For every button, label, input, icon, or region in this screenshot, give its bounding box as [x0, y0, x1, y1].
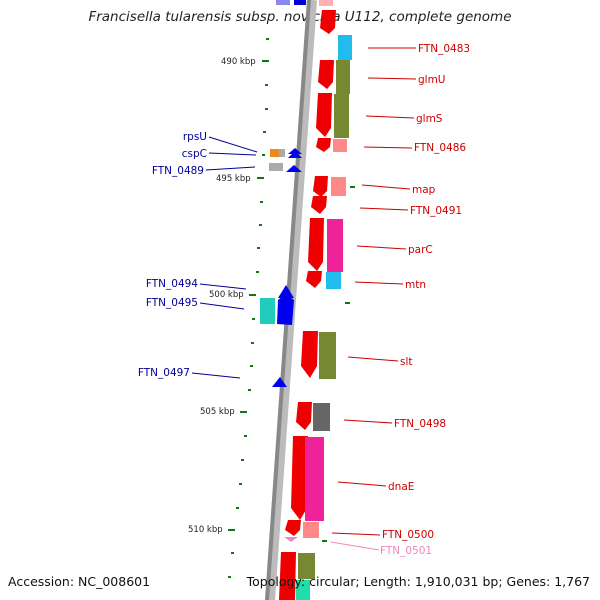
- gene-label-FTN_0486: FTN_0486: [414, 142, 466, 154]
- gene-label-FTN_0494: FTN_0494: [146, 278, 198, 290]
- gene-box-bottom-1: [298, 553, 315, 579]
- gene-box-FTN_0500: [303, 522, 319, 538]
- gene-arrow-FTN_0494: [278, 285, 294, 298]
- left-label-lines: [191, 136, 258, 379]
- gene-arrow-slt: [301, 331, 318, 378]
- gene-label-dnaE: dnaE: [388, 481, 414, 493]
- gene-label-FTN_0500: FTN_0500: [382, 529, 434, 541]
- forward-genes[interactable]: [279, 10, 352, 600]
- gene-box-bottom-2: [296, 580, 310, 600]
- gene-box-glmU: [336, 60, 350, 94]
- gene-arrow-cspC: [288, 151, 302, 158]
- gene-box-FTN_0483: [338, 35, 352, 60]
- gene-arrow-mtn: [306, 271, 322, 288]
- scale-label-500: 500 kbp: [209, 290, 244, 300]
- gene-arrow-map: [313, 176, 328, 197]
- gene-box-rpsU: [270, 149, 279, 157]
- gene-box-FTN_0495: [260, 298, 275, 324]
- gene-box-slt: [319, 332, 336, 379]
- scale-label-505: 505 kbp: [200, 407, 235, 417]
- gene-label-FTN_0495: FTN_0495: [146, 297, 198, 309]
- gene-arrow-bottom-1: [279, 552, 296, 600]
- gene-label-cspC: cspC: [182, 148, 207, 160]
- gene-box-glmS: [334, 94, 349, 138]
- gene-label-FTN_0497: FTN_0497: [138, 367, 190, 379]
- gene-label-FTN_0501: FTN_0501: [380, 545, 432, 557]
- gene-arrow-FTN_0501: [284, 537, 298, 542]
- gene-label-parC: parC: [408, 244, 433, 256]
- gene-box-parC: [327, 219, 343, 272]
- gene-arrow-FTN_0491: [311, 196, 327, 214]
- gene-arrow-FTN_0500: [285, 520, 301, 536]
- gene-arrow-FTN_0483: [320, 10, 336, 34]
- right-label-lines: [330, 47, 417, 551]
- gene-arrow-FTN_0497: [272, 377, 287, 387]
- gene-label-FTN_0483: FTN_0483: [418, 43, 470, 55]
- gene-label-rpsU: rpsU: [183, 131, 207, 143]
- gene-arrow-dnaE: [291, 436, 308, 520]
- gene-arrow-FTN_0498: [296, 402, 312, 430]
- gene-box-FTN_0498: [313, 403, 330, 431]
- gene-box-FTN_0486: [333, 139, 347, 152]
- scale-labels: 490 kbp 495 kbp 500 kbp 505 kbp 510 kbp: [188, 57, 256, 535]
- right-gene-labels[interactable]: FTN_0483 glmU glmS FTN_0486 map FTN_0491…: [380, 43, 470, 557]
- genome-summary-text: Topology: circular; Length: 1,910,031 bp…: [246, 574, 590, 589]
- scale-label-490: 490 kbp: [221, 57, 256, 67]
- gene-label-FTN_0489: FTN_0489: [152, 165, 204, 177]
- gene-arrow-glmU: [318, 60, 334, 89]
- gene-arrow-glmS: [316, 93, 332, 137]
- gene-box-dnaE: [305, 437, 324, 521]
- gene-label-slt: slt: [400, 356, 413, 368]
- reverse-genes[interactable]: [260, 148, 302, 387]
- gene-label-map: map: [412, 184, 436, 196]
- gene-box-mtn: [326, 272, 341, 289]
- genome-title: Francisella tularensis subsp. novicida U…: [88, 9, 512, 25]
- gene-box-FTN_0489: [269, 163, 283, 171]
- top-partial-genes[interactable]: [276, 0, 333, 6]
- left-gene-labels[interactable]: rpsU cspC FTN_0489 FTN_0494 FTN_0495 FTN…: [138, 131, 207, 379]
- scale-label-510: 510 kbp: [188, 525, 223, 535]
- gene-label-FTN_0491: FTN_0491: [410, 205, 462, 217]
- gene-box-map: [331, 177, 346, 196]
- gene-arrow-rpsU: [288, 148, 302, 154]
- gene-arrow-FTN_0486: [316, 138, 331, 152]
- gene-arrow-FTN_0489: [286, 165, 302, 172]
- gene-label-mtn: mtn: [405, 279, 426, 291]
- accession-text: Accession: NC_008601: [8, 574, 151, 589]
- gene-arrow-FTN_0495: [277, 294, 294, 325]
- gene-label-glmU: glmU: [418, 74, 446, 86]
- gene-arrow-parC: [308, 218, 324, 271]
- scale-label-495: 495 kbp: [216, 174, 251, 184]
- gene-label-glmS: glmS: [416, 113, 443, 125]
- gene-label-FTN_0498: FTN_0498: [394, 418, 446, 430]
